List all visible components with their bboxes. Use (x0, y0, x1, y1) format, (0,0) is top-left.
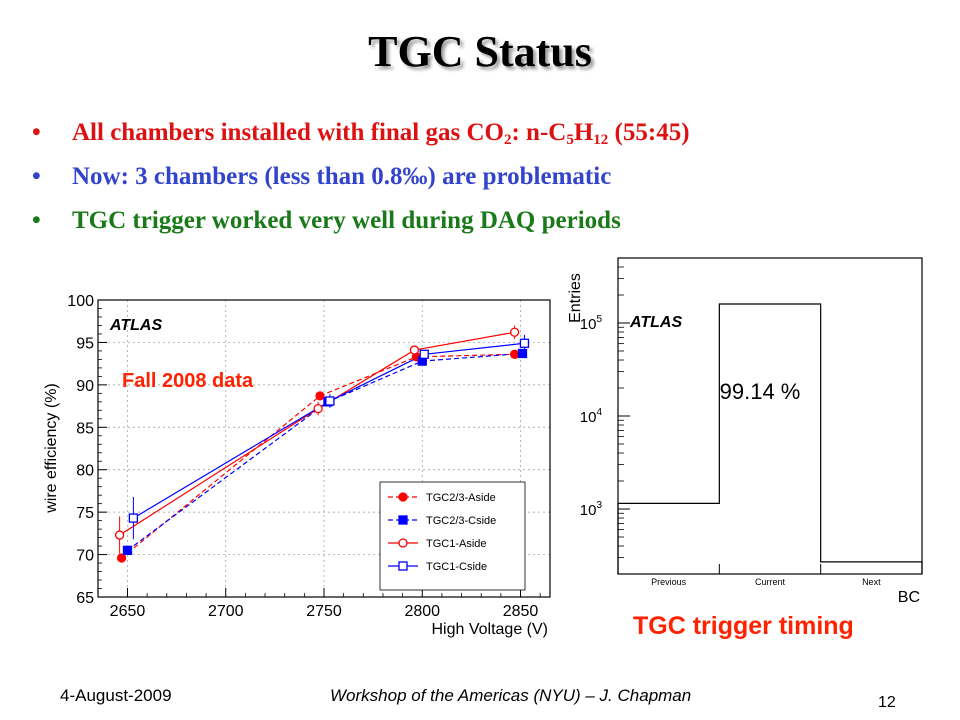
efficiency-legend-marker (398, 538, 408, 548)
efficiency-series-line-1 (121, 353, 515, 559)
bullet-gas-sub-co2: 2 (503, 132, 512, 148)
trigger-histogram (617, 303, 923, 574)
efficiency-series-line-4 (133, 342, 525, 519)
efficiency-y-tick-label: 80 (76, 463, 94, 480)
bullet-gas-sub-h12: 12 (593, 132, 609, 148)
efficiency-chart-background (40, 278, 570, 660)
fall-2008-data-label: Fall 2008 data (122, 370, 254, 392)
efficiency-data-point (325, 396, 335, 406)
bullet-gas-text-b: : n-C (511, 119, 567, 146)
efficiency-data-point (419, 349, 429, 359)
efficiency-y-tick-label: 65 (76, 590, 94, 607)
trigger-y-tick-label: 104 (580, 407, 603, 426)
trigger-percentage-label: 99.14 % (720, 379, 801, 404)
bullet-gas-text-c: H (573, 119, 594, 146)
efficiency-x-tick-label: 2750 (306, 603, 342, 620)
trigger-y-tick-label: 105 (580, 314, 603, 333)
efficiency-series-lines (119, 331, 525, 559)
efficiency-legend-marker (398, 561, 408, 571)
trigger-timing-caption: TGC trigger timing (633, 612, 854, 640)
efficiency-legend-label: TGC2/3-Aside (426, 492, 496, 504)
efficiency-x-axis-title: High Voltage (V) (431, 621, 548, 638)
footer-workshop: Workshop of the Americas (NYU) – J. Chap… (330, 686, 692, 705)
bullet-marker: • (32, 119, 41, 146)
bullet-marker: • (32, 207, 41, 234)
efficiency-data-point (116, 553, 127, 563)
trigger-timing-chart: Previous Current Next 103 104 105 ATLAS 99.14… (568, 250, 928, 610)
trigger-ticks: Previous Current Next 103 104 105 (580, 257, 881, 587)
trigger-histogram-outline (617, 303, 923, 574)
efficiency-x-tick-label: 2650 (110, 603, 146, 620)
efficiency-y-tick-label: 75 (76, 505, 94, 522)
efficiency-x-tick-label: 2700 (208, 603, 244, 620)
trigger-x-category-label: Next (862, 577, 881, 587)
bullet-gas: • All chambers installed with final gas … (30, 114, 930, 158)
trigger-y-axis-title: Entries (568, 273, 584, 323)
trigger-y-tick-label: 103 (580, 500, 603, 519)
efficiency-data-point (517, 348, 528, 359)
efficiency-data-point (114, 530, 125, 540)
bullet-trigger: • TGC trigger worked very well during DA… (30, 202, 930, 246)
efficiency-y-tick-label: 90 (76, 378, 94, 395)
efficiency-y-tick-label: 95 (76, 335, 94, 352)
efficiency-legend-label: TGC2/3-Cside (426, 515, 496, 527)
trigger-x-category-label: Previous (651, 577, 687, 587)
efficiency-legend-marker (398, 515, 408, 525)
efficiency-series-line-2 (127, 352, 523, 551)
efficiency-data-point (315, 391, 325, 401)
efficiency-data-point (409, 345, 420, 355)
efficiency-data-point (128, 513, 139, 523)
efficiency-x-tick-label: 2800 (404, 603, 440, 620)
efficiency-data-point (313, 403, 323, 414)
bullet-gas-text-a: All chambers installed with final gas CO (72, 119, 504, 146)
efficiency-data-point (519, 338, 530, 348)
trigger-x-axis-title: BC (898, 589, 920, 606)
bullet-gas-sub-c5: 5 (566, 132, 574, 148)
bullet-list: • All chambers installed with final gas … (30, 114, 930, 246)
bullet-trigger-text: TGC trigger worked very well during DAQ … (72, 207, 621, 234)
efficiency-ticks: 2650 2700 2750 2800 2850 65 70 75 80 85 90 95 100 (67, 293, 541, 620)
page-number: 12 (878, 694, 896, 711)
efficiency-legend-label: TGC1-Aside (426, 538, 487, 550)
efficiency-y-tick-label: 100 (67, 293, 94, 310)
efficiency-data-point (122, 545, 133, 555)
efficiency-x-tick-label: 2850 (503, 603, 539, 620)
slide-title: TGC Status (368, 27, 592, 76)
efficiency-legend-label: TGC1-Cside (426, 561, 487, 573)
efficiency-atlas-label: ATLAS (109, 317, 162, 334)
efficiency-legend-marker (398, 492, 408, 502)
efficiency-y-tick-label: 85 (76, 420, 94, 437)
trigger-atlas-label: ATLAS (629, 314, 682, 331)
efficiency-series-line-3 (119, 331, 515, 536)
footer-date: 4-August-2009 (60, 686, 172, 705)
bullet-gas-text-d: (55:45) (608, 119, 690, 146)
efficiency-data-point (509, 327, 520, 337)
bullet-problematic-text: Now: 3 chambers (less than 0.8‰) are pro… (72, 163, 612, 190)
trigger-chart-background (568, 250, 928, 610)
trigger-x-category-label: Current (755, 577, 786, 587)
efficiency-data-point (509, 349, 520, 359)
efficiency-markers (114, 325, 530, 563)
efficiency-y-axis-title: wire efficiency (%) (43, 383, 60, 514)
efficiency-chart: 2650 2700 2750 2800 2850 65 70 75 80 85 90 95 100 AT… (40, 278, 570, 660)
bullet-marker: • (32, 163, 41, 190)
efficiency-y-tick-label: 70 (76, 548, 94, 565)
efficiency-legend: TGC2/3-Aside TGC2/3-Cside TGC1-Aside TGC1-C… (379, 481, 526, 591)
bullet-problematic: • Now: 3 chambers (less than 0.8‰) are p… (30, 158, 930, 202)
